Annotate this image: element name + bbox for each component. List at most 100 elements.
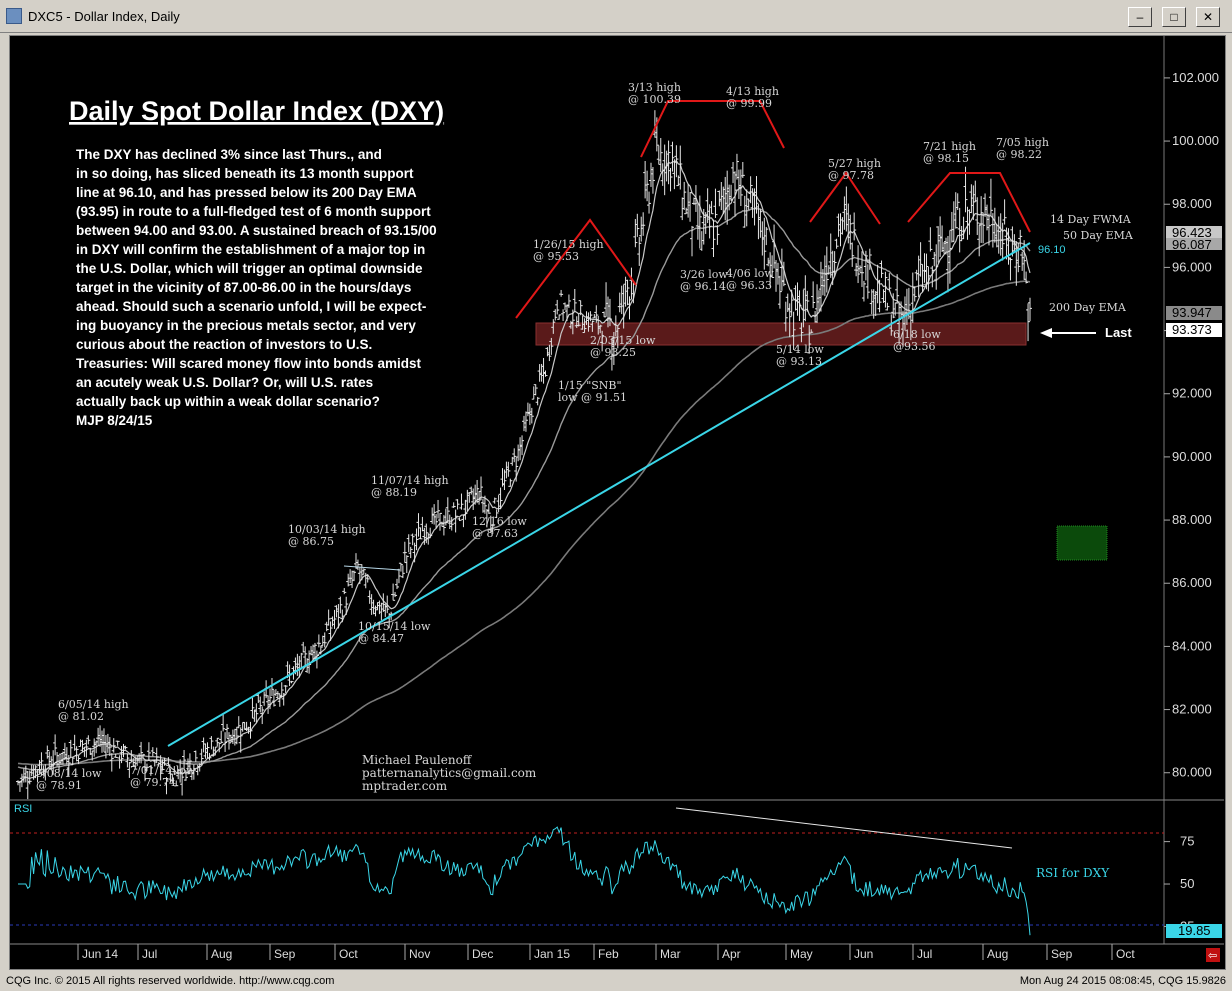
- ema200-line: [17, 280, 1031, 766]
- price-bar: [625, 279, 630, 306]
- date-tick-label: Sep: [1051, 947, 1073, 961]
- price-bar: [522, 415, 526, 432]
- price-bar: [506, 461, 511, 477]
- price-bar: [854, 263, 859, 277]
- price-bar: [1016, 242, 1021, 273]
- app-icon: [6, 8, 22, 24]
- date-tick-label: Oct: [339, 947, 358, 961]
- price-bar: [223, 732, 228, 752]
- annotation-label: 6/05/14 high: [58, 698, 129, 711]
- price-bar: [633, 219, 638, 248]
- price-bar: [834, 238, 839, 249]
- price-bar: [586, 312, 591, 332]
- price-bar: [197, 763, 202, 772]
- status-bar: CQG Inc. © 2015 All rights reserved worl…: [0, 971, 1232, 991]
- price-bar: [230, 729, 235, 744]
- price-bar: [459, 493, 464, 510]
- maximize-button[interactable]: □: [1162, 7, 1186, 27]
- close-button[interactable]: ✕: [1196, 7, 1220, 27]
- price-bar: [682, 181, 687, 210]
- price-bar: [607, 298, 612, 327]
- price-bar: [707, 204, 712, 239]
- price-bar: [529, 407, 534, 424]
- price-bar: [68, 739, 73, 758]
- annotation-label: 2/03/15 low: [590, 334, 656, 347]
- price-bar: [504, 461, 509, 479]
- price-bar: [666, 140, 671, 185]
- price-bar: [850, 242, 855, 267]
- price-bar: [326, 609, 331, 626]
- price-bar: [729, 184, 734, 201]
- price-bar: [295, 653, 300, 676]
- price-bar: [66, 754, 71, 776]
- price-bar: [338, 596, 343, 614]
- ema200-label: 200 Day EMA: [1049, 301, 1127, 314]
- price-bar: [86, 735, 91, 745]
- price-bar: [1026, 303, 1031, 342]
- price-bar: [467, 492, 472, 503]
- price-bar: [576, 313, 581, 327]
- price-bar: [932, 251, 937, 267]
- price-bar: [406, 534, 411, 553]
- price-bar: [945, 235, 950, 293]
- price-bar: [350, 570, 355, 588]
- window-title: DXC5 - Dollar Index, Daily: [28, 9, 180, 24]
- price-bar: [355, 559, 360, 571]
- scroll-right-icon[interactable]: ⇦: [1208, 950, 1217, 962]
- price-bar: [535, 396, 540, 406]
- price-bar: [981, 212, 986, 244]
- annotation-label: 10/15/14 low: [358, 620, 431, 633]
- price-bar: [940, 225, 945, 253]
- scroll-right-button[interactable]: [1206, 948, 1220, 962]
- commentary-line: actually back up within a weak dollar sc…: [76, 394, 380, 409]
- price-bar: [531, 386, 536, 400]
- price-bar: [746, 198, 751, 210]
- commentary-line: The DXY has declined 3% since last Thurs…: [76, 147, 382, 162]
- price-bar: [207, 752, 212, 761]
- date-tick-label: Jul: [917, 947, 932, 961]
- price-bar: [19, 773, 24, 788]
- price-bar: [455, 499, 460, 510]
- annotation-label: @ 98.15: [923, 152, 969, 165]
- price-bar: [393, 591, 398, 598]
- price-bar: [139, 741, 144, 764]
- price-bar: [312, 642, 317, 660]
- price-bar: [678, 145, 683, 190]
- price-bar: [822, 255, 827, 297]
- price-bar: [500, 468, 505, 487]
- price-bar: [357, 566, 362, 585]
- annotation-label: @ 79.74: [130, 776, 176, 789]
- price-bar: [668, 167, 673, 192]
- price-bar: [330, 616, 335, 627]
- timestamp-text: Mon Aug 24 2015 08:08:45, CQG 15.9826: [1019, 975, 1226, 987]
- price-bar: [262, 691, 267, 706]
- price-bar: [127, 762, 132, 778]
- price-bar: [961, 216, 966, 240]
- price-bar: [775, 262, 780, 285]
- minimize-button[interactable]: –: [1128, 7, 1152, 27]
- price-bar: [774, 260, 779, 292]
- price-bar: [781, 261, 786, 287]
- price-bar: [809, 329, 814, 334]
- fwma14-line: [17, 160, 1031, 783]
- commentary-line: in so doing, has sliced beneath its 13 m…: [76, 166, 414, 181]
- price-bar: [482, 495, 487, 514]
- price-bar: [711, 219, 716, 258]
- jul-aug-top-line: [907, 172, 1031, 233]
- price-bar: [836, 213, 841, 237]
- price-bar: [867, 248, 872, 270]
- price-bar: [963, 166, 968, 213]
- price-bar: [572, 288, 577, 311]
- price-bar: [904, 288, 909, 325]
- rsi-line: [18, 826, 1031, 936]
- ema200-value: 93.947: [1172, 305, 1212, 320]
- price-bar: [447, 514, 452, 530]
- price-bar: [951, 201, 956, 243]
- price-bar: [949, 211, 954, 243]
- date-tick-label: Aug: [211, 947, 232, 961]
- annotation-label: 7/01/14 low: [130, 764, 196, 777]
- price-bar: [955, 193, 960, 210]
- price-bar: [994, 223, 999, 248]
- price-bar: [647, 191, 652, 214]
